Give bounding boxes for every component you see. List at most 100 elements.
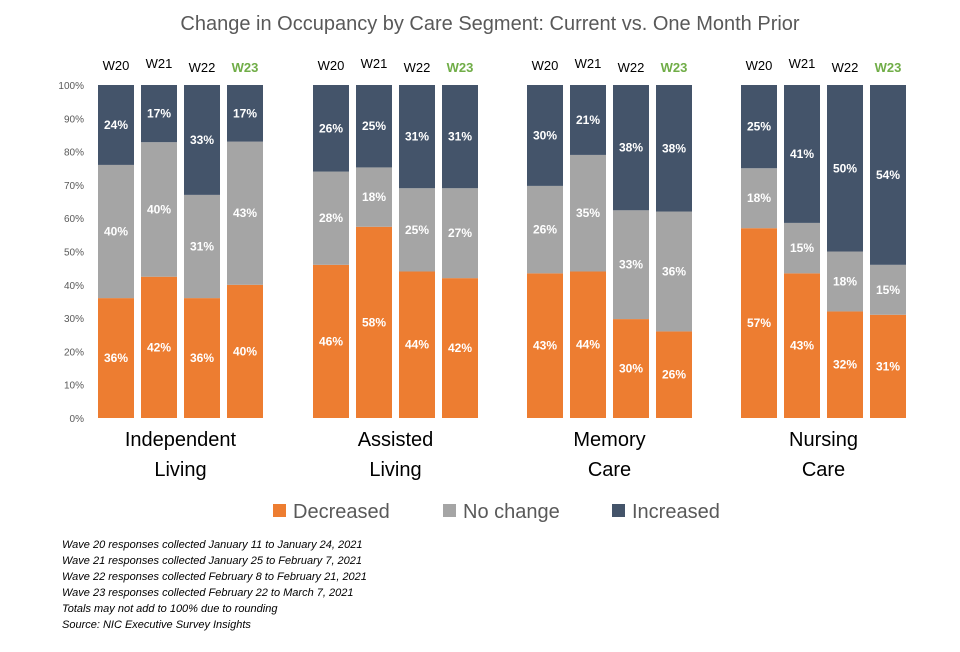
bar-segment	[227, 141, 263, 285]
data-label: 15%	[876, 283, 900, 297]
bar-segment	[184, 298, 220, 418]
bar-segment	[870, 314, 906, 418]
data-label: 44%	[405, 338, 429, 352]
data-label: 38%	[662, 141, 686, 155]
legend-label: No change	[463, 501, 560, 523]
footnote-wave-23: Wave 23 responses collected February 22 …	[62, 587, 354, 599]
y-tick-label: 0%	[70, 414, 85, 425]
bar-segment	[399, 85, 435, 189]
data-label: 43%	[790, 339, 814, 353]
category-label: Care	[802, 459, 845, 481]
data-label: 17%	[233, 106, 257, 120]
footnote-wave-21: Wave 21 responses collected January 25 t…	[62, 555, 363, 567]
data-label: 40%	[147, 202, 171, 216]
legend-label: Increased	[632, 501, 720, 523]
bar-segment	[741, 228, 777, 418]
y-tick-label: 50%	[64, 248, 84, 259]
data-label: 30%	[533, 128, 557, 142]
bar-segment	[570, 85, 606, 155]
wave-label: W21	[789, 56, 816, 71]
y-tick-label: 10%	[64, 381, 84, 392]
bar-segment	[656, 211, 692, 332]
bar-segment	[399, 188, 435, 272]
data-label: 41%	[790, 147, 814, 161]
data-label: 17%	[147, 107, 171, 121]
data-label: 30%	[619, 362, 643, 376]
data-label: 40%	[104, 225, 128, 239]
data-label: 57%	[747, 316, 771, 330]
legend-item: Decreased	[273, 501, 390, 523]
wave-label: W20	[318, 58, 345, 73]
bar-segment	[870, 264, 906, 315]
data-label: 25%	[405, 223, 429, 237]
data-label: 31%	[190, 240, 214, 254]
data-label: 15%	[790, 241, 814, 255]
bar-segment	[313, 264, 349, 418]
legend-swatch	[612, 504, 625, 517]
bar-segment	[656, 85, 692, 212]
bar-segment	[741, 168, 777, 229]
bar-segment	[741, 85, 777, 169]
legend-label: Decreased	[293, 501, 390, 523]
category-label: Living	[154, 459, 206, 481]
bar-segment	[313, 171, 349, 265]
category-label: Care	[588, 459, 631, 481]
footnote-source: Source: NIC Executive Survey Insights	[62, 619, 251, 631]
y-tick-label: 40%	[64, 281, 84, 292]
y-axis: 0% 10% 20% 30% 40% 50% 60% 70% 80% 90% 100%	[58, 81, 84, 425]
footnote-wave-22: Wave 22 responses collected February 8 t…	[62, 571, 367, 583]
data-label: 32%	[833, 358, 857, 372]
data-label: 18%	[833, 274, 857, 288]
legend-swatch	[443, 504, 456, 517]
bar-segment	[570, 154, 606, 272]
data-label: 31%	[448, 130, 472, 144]
data-label: 44%	[576, 338, 600, 352]
chart-title: Change in Occupancy by Care Segment: Cur…	[180, 13, 800, 35]
data-label: 26%	[662, 368, 686, 382]
wave-label: W22	[404, 60, 431, 75]
data-label: 26%	[319, 121, 343, 135]
footnote-rounding: Totals may not add to 100% due to roundi…	[62, 603, 278, 615]
bar-segment	[356, 85, 392, 168]
bar-segment	[399, 271, 435, 418]
data-label: 42%	[147, 340, 171, 354]
data-label: 43%	[233, 206, 257, 220]
bar-segment	[141, 276, 177, 418]
data-label: 25%	[747, 120, 771, 134]
wave-label: W23	[661, 60, 688, 75]
wave-label: W21	[361, 56, 388, 71]
wave-label: W21	[575, 56, 602, 71]
data-label: 46%	[319, 334, 343, 348]
bar-segment	[141, 85, 177, 143]
data-label: 38%	[619, 141, 643, 155]
wave-label: W22	[189, 60, 216, 75]
bar-segment	[442, 278, 478, 418]
y-tick-label: 100%	[58, 81, 84, 92]
bar-segment	[98, 298, 134, 418]
data-label: 36%	[662, 264, 686, 278]
data-label: 43%	[533, 339, 557, 353]
bar-segment	[784, 85, 820, 223]
data-label: 18%	[747, 191, 771, 205]
wave-label: W20	[746, 58, 773, 73]
bar-segment	[356, 226, 392, 418]
y-tick-label: 90%	[64, 114, 84, 125]
bar-segment	[827, 251, 863, 312]
footnotes: Wave 20 responses collected January 11 t…	[62, 537, 542, 633]
footnote-wave-20: Wave 20 responses collected January 11 t…	[62, 539, 363, 551]
bar-segment	[227, 85, 263, 142]
bar-segment	[227, 284, 263, 418]
data-label: 58%	[362, 315, 386, 329]
bar-segment	[613, 319, 649, 418]
data-label: 33%	[190, 133, 214, 147]
wave-label: W22	[618, 60, 645, 75]
bar-segment	[356, 167, 392, 227]
bar-segment	[98, 164, 134, 299]
data-label: 21%	[576, 113, 600, 127]
data-label: 35%	[576, 206, 600, 220]
data-label: 25%	[362, 119, 386, 133]
bar-group: W20 36% 40% 24% W21 42% 40% 17% W22 36% 31% 33% W23 4…	[98, 56, 263, 481]
legend-swatch	[273, 504, 286, 517]
bar-segment	[656, 331, 692, 418]
